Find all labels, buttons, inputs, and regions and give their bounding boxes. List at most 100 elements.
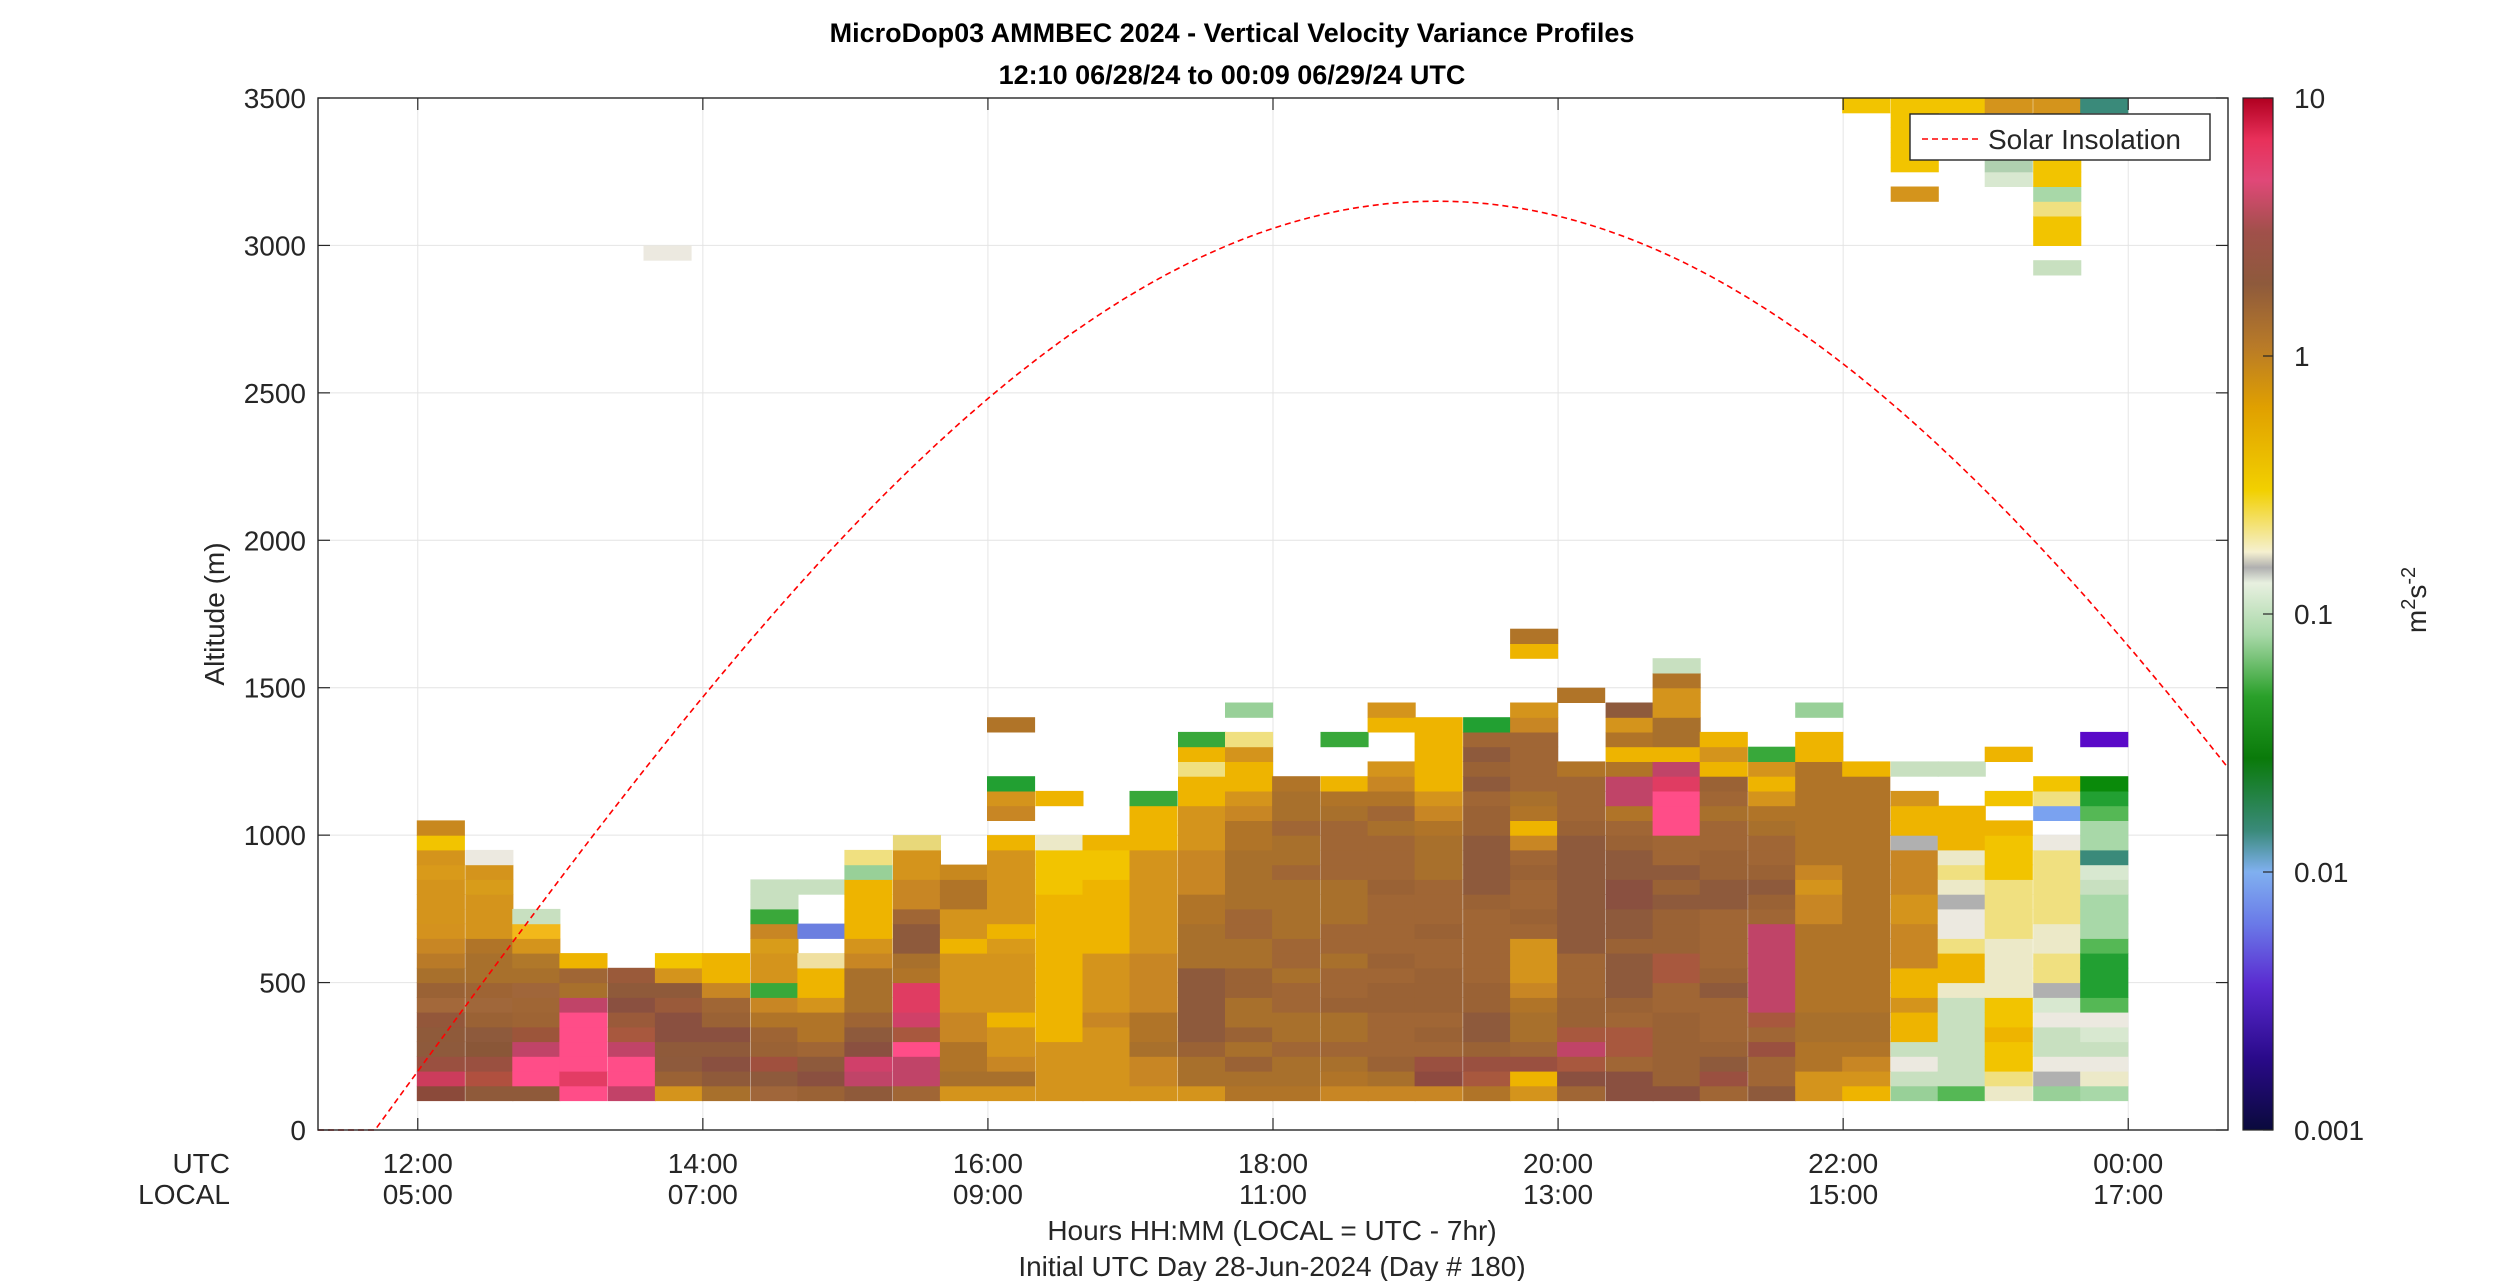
variance-cell xyxy=(1414,894,1463,910)
variance-cell xyxy=(2033,938,2082,954)
variance-cell xyxy=(1652,776,1701,792)
variance-cell xyxy=(1463,879,1512,895)
variance-cell xyxy=(1842,776,1891,792)
variance-cell xyxy=(1652,1056,1701,1072)
variance-cell xyxy=(1510,717,1559,733)
variance-cell xyxy=(1605,761,1654,777)
variance-cell xyxy=(987,1071,1036,1087)
variance-cell xyxy=(2080,776,2129,792)
variance-cell xyxy=(1414,1071,1463,1087)
variance-cell xyxy=(1937,805,1986,821)
variance-cell xyxy=(750,938,799,954)
variance-cell xyxy=(1414,820,1463,836)
variance-cell xyxy=(416,864,465,880)
variance-cell xyxy=(1605,717,1654,733)
variance-cell xyxy=(1652,805,1701,821)
variance-cell xyxy=(1699,1071,1748,1087)
variance-cell xyxy=(1605,894,1654,910)
variance-cell xyxy=(1320,1012,1369,1028)
variance-cell xyxy=(1510,835,1559,851)
variance-cell xyxy=(1414,1026,1463,1043)
variance-cell xyxy=(1129,864,1178,880)
variance-cell xyxy=(1795,967,1844,984)
variance-cell xyxy=(701,1026,750,1043)
variance-cell xyxy=(1510,731,1559,748)
variance-cell xyxy=(1937,1012,1986,1028)
variance-cell xyxy=(1367,1026,1416,1043)
variance-cell xyxy=(1320,953,1369,969)
variance-cell xyxy=(1605,820,1654,836)
variance-cell xyxy=(1463,1071,1512,1087)
variance-cell xyxy=(1557,1012,1606,1028)
variance-cell xyxy=(1984,157,2033,173)
variance-cell xyxy=(1842,1085,1891,1102)
variance-cell xyxy=(1320,879,1369,895)
variance-cell xyxy=(2033,1056,2082,1072)
variance-cell xyxy=(1178,1056,1227,1072)
variance-cell xyxy=(1320,997,1369,1013)
variance-cell xyxy=(1605,790,1654,807)
variance-cell xyxy=(1272,1056,1321,1072)
variance-cell xyxy=(1748,849,1797,866)
variance-cell xyxy=(1463,997,1512,1013)
variance-cell xyxy=(654,1085,703,1102)
variance-cell xyxy=(1890,894,1939,910)
variance-cell xyxy=(2080,997,2129,1013)
variance-cell xyxy=(701,1071,750,1087)
variance-cell xyxy=(1463,790,1512,807)
variance-cell xyxy=(1652,953,1701,969)
variance-cell xyxy=(1557,1041,1606,1057)
variance-cell xyxy=(512,938,561,954)
variance-cell xyxy=(1414,879,1463,895)
variance-cell xyxy=(1367,790,1416,807)
variance-cell xyxy=(416,894,465,910)
variance-cell xyxy=(1129,879,1178,895)
variance-cell xyxy=(2033,215,2082,232)
variance-cell xyxy=(1890,98,1939,114)
variance-cell xyxy=(2033,790,2082,807)
variance-cell xyxy=(1984,820,2033,836)
variance-cell xyxy=(892,938,941,954)
x-tick-label-local: 11:00 xyxy=(1239,1179,1307,1210)
variance-cell xyxy=(1414,1041,1463,1057)
x-tick-label-utc: 18:00 xyxy=(1238,1148,1308,1179)
variance-cell xyxy=(892,849,941,866)
variance-cell xyxy=(2080,1012,2129,1028)
variance-cell xyxy=(987,923,1036,939)
variance-cell xyxy=(892,894,941,910)
variance-cell xyxy=(2033,1012,2082,1028)
variance-cell xyxy=(1842,938,1891,954)
variance-cell xyxy=(1795,1085,1844,1102)
variance-cell xyxy=(939,923,988,939)
variance-cell xyxy=(2033,849,2082,866)
variance-cell xyxy=(1842,953,1891,969)
variance-cell xyxy=(1795,1012,1844,1028)
variance-cell xyxy=(1605,849,1654,866)
variance-cell xyxy=(607,997,656,1013)
variance-cell xyxy=(1510,953,1559,969)
variance-cell xyxy=(2080,879,2129,895)
variance-cell xyxy=(1320,1071,1369,1087)
variance-cell xyxy=(465,1012,514,1028)
variance-cell xyxy=(1129,908,1178,925)
variance-cell xyxy=(1367,1085,1416,1102)
variance-cell xyxy=(1272,1071,1321,1087)
variance-cell xyxy=(2080,1056,2129,1072)
variance-cell xyxy=(1937,967,1986,984)
variance-cell xyxy=(1605,1071,1654,1087)
variance-cell xyxy=(1225,938,1274,954)
variance-cell xyxy=(2033,1041,2082,1057)
variance-cell xyxy=(1463,1041,1512,1057)
variance-cell xyxy=(416,879,465,895)
variance-cell xyxy=(1129,1085,1178,1102)
variance-cell xyxy=(1937,1026,1986,1043)
variance-cell xyxy=(1463,1026,1512,1043)
variance-cell xyxy=(892,1041,941,1057)
variance-cell xyxy=(987,1012,1036,1028)
variance-cell xyxy=(1842,879,1891,895)
variance-cell xyxy=(1984,997,2033,1013)
variance-cell xyxy=(416,997,465,1013)
variance-cell xyxy=(1937,835,1986,851)
variance-cell xyxy=(1178,790,1227,807)
variance-cell xyxy=(1463,982,1512,998)
